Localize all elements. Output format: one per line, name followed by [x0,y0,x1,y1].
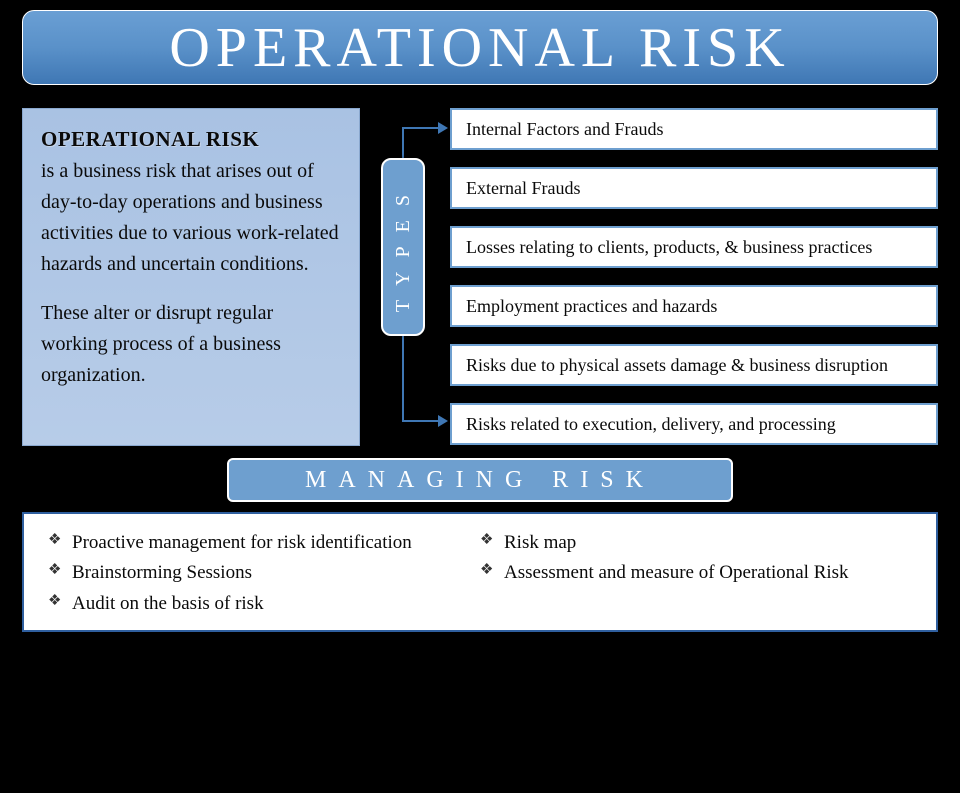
type-item-label: Internal Factors and Frauds [466,119,663,140]
managing-item: Proactive management for risk identifica… [48,528,480,558]
connector-line [402,420,440,422]
connector-line [402,127,404,158]
arrow-right-icon [438,415,448,427]
definition-box: OPERATIONAL RISK is a business risk that… [22,108,360,446]
type-item: Losses relating to clients, products, & … [450,226,938,268]
type-item: Employment practices and hazards [450,285,938,327]
managing-column-right: Risk map Assessment and measure of Opera… [480,528,912,616]
managing-title: MANAGING RISK [305,467,655,494]
type-item: External Frauds [450,167,938,209]
definition-body-2: These alter or disrupt regular working p… [41,298,341,391]
page-title: OPERATIONAL RISK [169,16,790,80]
managing-item: Audit on the basis of risk [48,589,480,619]
arrow-right-icon [438,122,448,134]
type-item-label: Losses relating to clients, products, & … [466,237,872,258]
managing-item: Risk map [480,528,912,558]
managing-box: Proactive management for risk identifica… [22,512,938,632]
connector-line [402,336,404,420]
type-item: Risks due to physical assets damage & bu… [450,344,938,386]
definition-title: OPERATIONAL RISK [41,127,259,151]
managing-item: Assessment and measure of Operational Ri… [480,558,912,588]
type-item-label: Employment practices and hazards [466,296,717,317]
types-label: TYPES [392,181,415,312]
managing-banner: MANAGING RISK [227,458,733,502]
managing-item: Brainstorming Sessions [48,558,480,588]
type-item-label: Risks related to execution, delivery, an… [466,414,836,435]
connector-line [402,127,440,129]
managing-column-left: Proactive management for risk identifica… [48,528,480,616]
header-banner: OPERATIONAL RISK [22,10,938,85]
definition-body-1: is a business risk that arises out of da… [41,156,341,280]
type-item: Risks related to execution, delivery, an… [450,403,938,445]
type-item: Internal Factors and Frauds [450,108,938,150]
type-item-label: Risks due to physical assets damage & bu… [466,355,888,376]
types-badge: TYPES [381,158,425,336]
type-item-label: External Frauds [466,178,580,199]
